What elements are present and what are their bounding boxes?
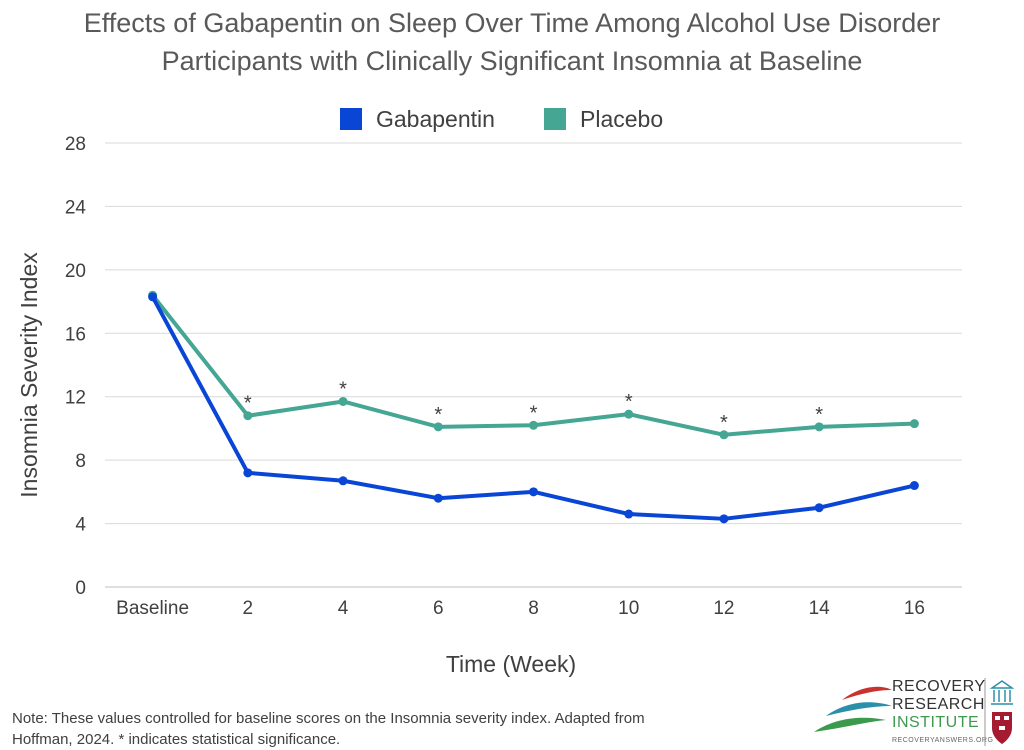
gridlines (105, 142, 962, 588)
legend-label: Placebo (580, 106, 663, 132)
logo-word-1: RECOVERY (892, 678, 986, 695)
x-tick-label: 14 (809, 598, 831, 619)
series-gabapentin (148, 292, 919, 524)
significance-star: * (530, 402, 538, 424)
data-point (909, 419, 919, 429)
chart-title: Effects of Gabapentin on Sleep Over Time… (0, 4, 1024, 80)
footnote: Note: These values controlled for baseli… (12, 708, 772, 750)
significance-star: * (720, 412, 728, 434)
logo-word-2: RESEARCH (892, 696, 985, 713)
significance-star: * (625, 391, 633, 413)
x-tick-label: 16 (904, 598, 925, 619)
y-tick-label: 4 (75, 515, 86, 536)
y-tick-label: 20 (65, 261, 86, 282)
data-point (719, 514, 729, 524)
shield-crest-icon (992, 712, 1012, 744)
y-tick-label: 0 (75, 578, 86, 599)
chart-title-line-2: Participants with Clinically Significant… (161, 46, 863, 76)
significance-markers: * * * * * * * (244, 378, 823, 433)
x-tick-label: 2 (243, 598, 254, 619)
legend: Gabapentin Placebo (340, 106, 663, 132)
data-point (338, 396, 348, 406)
data-point (433, 422, 443, 432)
x-tick-label: 4 (338, 598, 349, 619)
footnote-line-1: Note: These values controlled for baseli… (12, 710, 645, 727)
building-columns-icon (989, 680, 1015, 705)
x-tick-label: 6 (433, 598, 444, 619)
data-point (909, 481, 919, 491)
footnote-line-2: Hoffman, 2024. * indicates statistical s… (12, 731, 341, 748)
data-point (148, 292, 158, 302)
y-tick-label: 8 (75, 451, 86, 472)
data-point (243, 468, 253, 478)
x-axis-ticks: Baseline 2 4 6 8 10 12 14 16 (116, 598, 925, 619)
logo-url: RECOVERYANSWERS.ORG (892, 737, 993, 744)
significance-star: * (339, 378, 347, 400)
data-point (719, 430, 729, 440)
x-tick-label: 10 (618, 598, 639, 619)
recovery-research-institute-logo: RECOVERY RESEARCH INSTITUTE RECOVERYANSW… (814, 678, 1015, 746)
data-point (624, 509, 634, 519)
legend-label: Gabapentin (376, 106, 495, 132)
y-tick-label: 16 (65, 324, 86, 345)
logo-word-3: INSTITUTE (892, 714, 979, 731)
chart-title-line-1: Effects of Gabapentin on Sleep Over Time… (83, 8, 941, 38)
series-layer (148, 290, 919, 524)
x-tick-label: 12 (713, 598, 734, 619)
leaf-swoosh-icon (814, 686, 892, 732)
x-axis-label: Time (Week) (446, 651, 576, 677)
significance-star: * (434, 404, 442, 426)
data-point (338, 476, 348, 486)
x-tick-label: Baseline (116, 598, 189, 619)
significance-star: * (244, 393, 252, 415)
series-placebo (148, 290, 919, 440)
legend-swatch (544, 108, 566, 130)
data-point (433, 493, 443, 503)
data-point (243, 411, 253, 421)
legend-swatch (340, 108, 362, 130)
data-point (814, 503, 824, 513)
data-point (529, 487, 538, 497)
y-tick-label: 12 (65, 388, 86, 409)
y-tick-label: 24 (65, 197, 87, 218)
y-tick-label: 28 (65, 134, 86, 155)
y-axis-label: Insomnia Severity Index (16, 252, 42, 498)
data-point (814, 422, 824, 432)
significance-star: * (815, 404, 823, 426)
data-point (624, 409, 634, 419)
x-tick-label: 8 (528, 598, 539, 619)
data-point (529, 420, 538, 430)
y-axis-ticks: 0 4 8 12 16 20 24 28 (65, 134, 87, 599)
